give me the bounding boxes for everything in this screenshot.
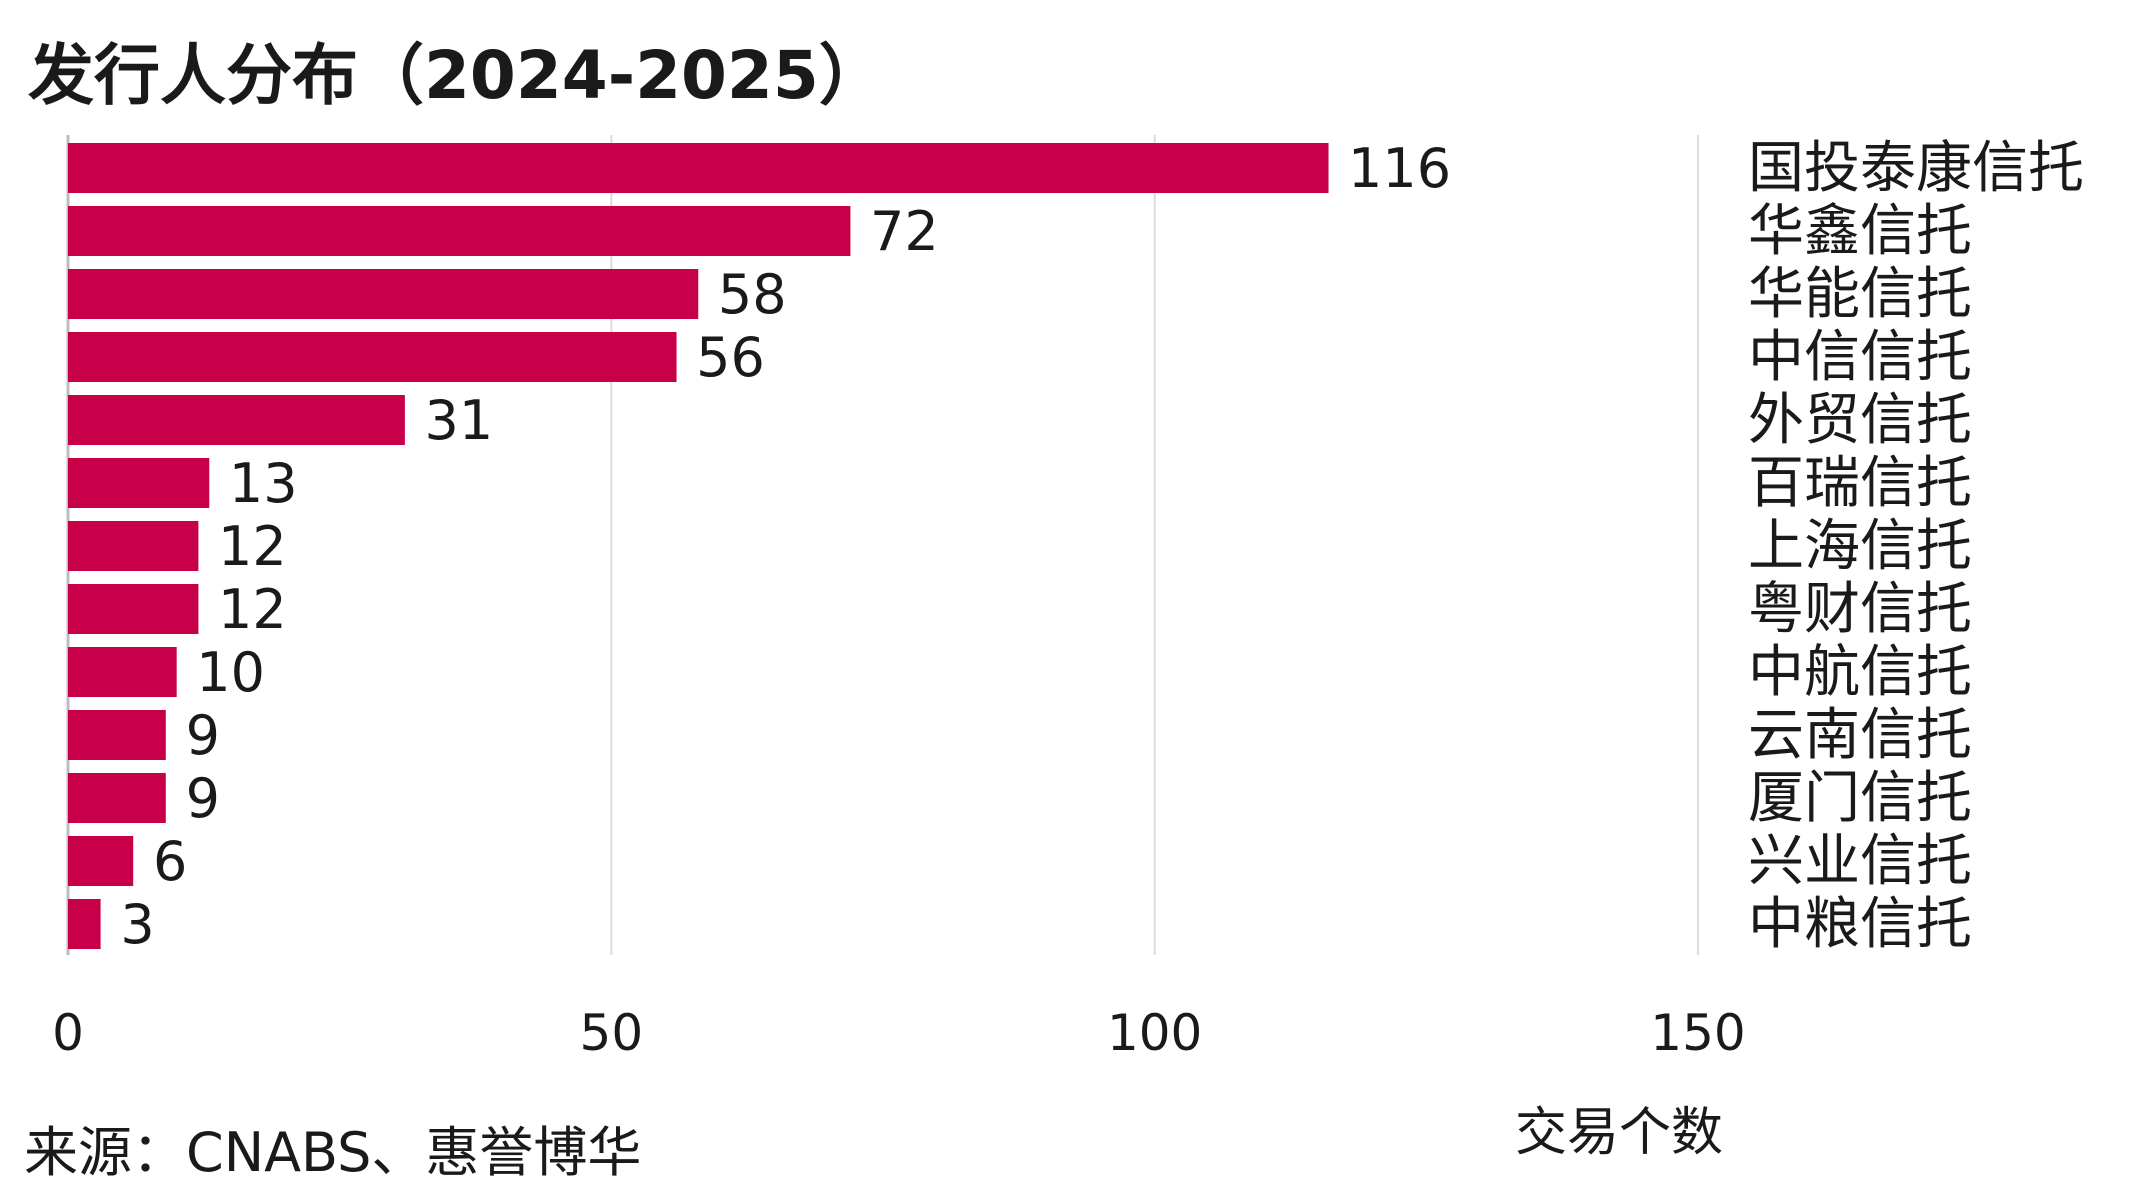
x-axis-label: 交易个数 (1515, 1103, 1723, 1163)
category-label: 中航信托 (1748, 640, 1972, 705)
value-label: 6 (153, 830, 187, 893)
x-tick-label: 100 (1107, 1004, 1202, 1062)
category-label: 中信信托 (1748, 325, 1972, 390)
source-note: 来源：CNABS、惠誉博华 (24, 1121, 642, 1184)
bar (68, 458, 210, 508)
x-tick-label: 50 (580, 1004, 644, 1062)
bar (68, 206, 851, 256)
x-tick-label: 0 (52, 1004, 84, 1062)
value-label: 72 (870, 200, 939, 263)
value-label: 56 (696, 326, 765, 389)
category-label: 上海信托 (1748, 514, 1972, 579)
category-label: 华能信托 (1748, 262, 1972, 327)
category-label: 厦门信托 (1748, 766, 1972, 831)
chart-title: 发行人分布（2024-2025） (28, 37, 885, 114)
value-label: 31 (425, 389, 494, 452)
bar (68, 773, 166, 823)
value-label: 116 (1348, 137, 1451, 200)
value-label: 9 (186, 704, 220, 767)
bar (68, 584, 199, 634)
category-label: 云南信托 (1748, 703, 1972, 768)
category-label: 外贸信托 (1748, 388, 1972, 453)
category-label: 兴业信托 (1748, 829, 1972, 894)
bar (68, 836, 134, 886)
bar (68, 647, 177, 697)
bar (68, 899, 101, 949)
value-label: 13 (229, 452, 298, 515)
category-label: 华鑫信托 (1748, 199, 1972, 264)
value-label: 10 (196, 641, 265, 704)
bar (68, 395, 405, 445)
x-tick-label: 150 (1650, 1004, 1745, 1062)
bars (68, 143, 1329, 949)
category-labels: 国投泰康信托华鑫信托华能信托中信信托外贸信托百瑞信托上海信托粤财信托中航信托云南… (1748, 136, 2084, 957)
bar (68, 521, 199, 571)
value-label: 58 (718, 263, 787, 326)
value-label: 3 (120, 893, 154, 956)
value-label: 12 (218, 578, 287, 641)
x-tick-labels: 0 50 100 150 (52, 1004, 1746, 1062)
value-label: 12 (218, 515, 287, 578)
category-label: 国投泰康信托 (1748, 136, 2084, 201)
category-label: 粤财信托 (1748, 577, 1972, 642)
bar (68, 143, 1329, 193)
value-label: 9 (186, 767, 220, 830)
category-label: 百瑞信托 (1748, 451, 1972, 516)
bar (68, 269, 699, 319)
bar (68, 710, 166, 760)
bar (68, 332, 677, 382)
category-label: 中粮信托 (1748, 892, 1972, 957)
